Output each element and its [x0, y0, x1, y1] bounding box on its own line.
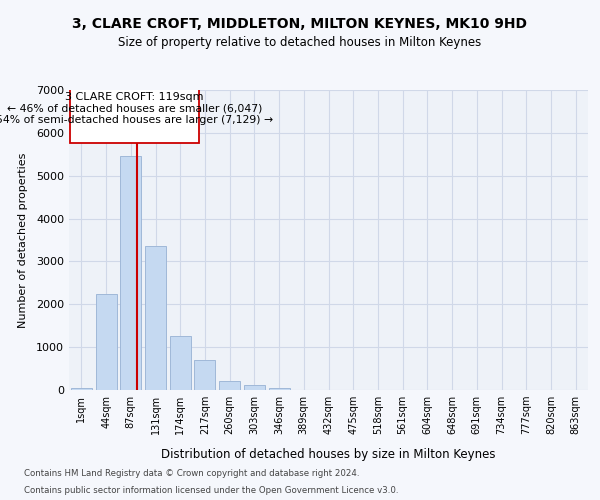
Text: 3 CLARE CROFT: 119sqm: 3 CLARE CROFT: 119sqm — [65, 92, 204, 102]
Bar — [219, 382, 240, 390]
Bar — [170, 336, 191, 390]
Bar — [194, 360, 215, 390]
Text: ← 46% of detached houses are smaller (6,047): ← 46% of detached houses are smaller (6,… — [7, 104, 262, 114]
Text: Size of property relative to detached houses in Milton Keynes: Size of property relative to detached ho… — [118, 36, 482, 49]
Bar — [120, 156, 141, 390]
Bar — [95, 294, 116, 390]
Bar — [244, 385, 265, 390]
Bar — [71, 388, 92, 390]
Bar — [269, 388, 290, 390]
Bar — [145, 246, 166, 390]
Text: 3, CLARE CROFT, MIDDLETON, MILTON KEYNES, MK10 9HD: 3, CLARE CROFT, MIDDLETON, MILTON KEYNES… — [73, 18, 527, 32]
Y-axis label: Number of detached properties: Number of detached properties — [17, 152, 28, 328]
Text: 54% of semi-detached houses are larger (7,129) →: 54% of semi-detached houses are larger (… — [0, 115, 273, 125]
FancyBboxPatch shape — [70, 86, 199, 143]
Text: Contains public sector information licensed under the Open Government Licence v3: Contains public sector information licen… — [24, 486, 398, 495]
Text: Contains HM Land Registry data © Crown copyright and database right 2024.: Contains HM Land Registry data © Crown c… — [24, 468, 359, 477]
X-axis label: Distribution of detached houses by size in Milton Keynes: Distribution of detached houses by size … — [161, 448, 496, 461]
